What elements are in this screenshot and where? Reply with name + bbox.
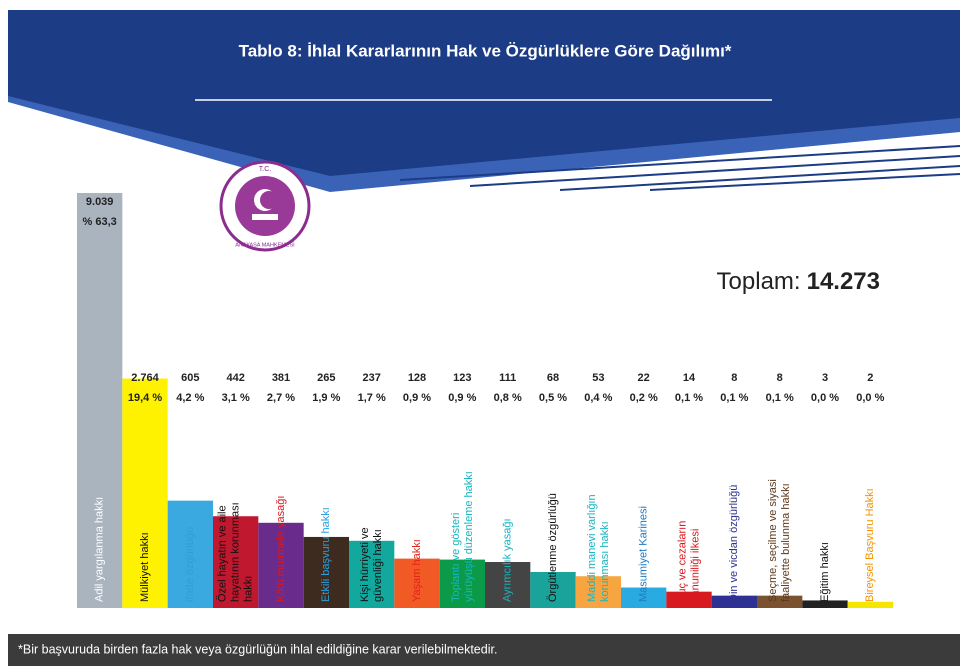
category-label: Kötü muamele yasağı [275,496,287,602]
category-label: Kişi hürriyeti vegüvenliği hakkı [359,527,384,602]
percentage-label: 0,5 % [539,392,567,404]
bar [666,591,712,608]
logo-moon-cut [260,191,278,209]
category-label: Toplantı ve gösteriyürüyüşü düzenleme ha… [450,471,475,602]
value-label: 265 [317,372,335,384]
value-label: 605 [181,372,199,384]
bar [303,536,349,608]
bar [258,522,304,608]
category-label: Eğitim hakkı [819,542,831,602]
logo: T.C. ANAYASA MAHKEMESİ [219,160,311,252]
bar [439,559,485,608]
deco-line [399,145,961,181]
percentage-label: 0,1 % [720,392,748,404]
percentage-label: 0,0 % [856,392,884,404]
total: Toplam: 14.273 [717,268,880,295]
percentage-label: 0,9 % [448,392,476,404]
bar [394,558,440,608]
bars: 9.039 % 63,3 Adil yargılanma hakkı 2.764 19,… [77,193,893,608]
value-label: 53 [592,372,604,384]
percentage-label: 0,4 % [584,392,612,404]
bar [847,601,893,608]
percentage-label: 0,0 % [811,392,839,404]
category-label: Yaşam hakkı [411,539,423,602]
header [8,10,960,176]
category-label: Mülkiyet hakkı [139,532,151,602]
category-label: Bireysel Başvuru Hakkı [864,488,876,602]
percentage-label: 1,9 % [312,392,340,404]
bar [757,595,803,608]
value-label: 3 [822,372,828,384]
bar [711,595,757,608]
value-label: 128 [408,372,426,384]
bar [575,576,621,608]
value-label: 22 [638,372,650,384]
bar [349,540,395,608]
value-label: 123 [453,372,471,384]
percentage-label: 0,9 % [403,392,431,404]
bar [621,587,667,608]
value-label: 14 [683,372,696,384]
category-label: Adil yargılanma hakkı [94,497,106,602]
percentage-label: 0,1 % [766,392,794,404]
percentage-label: 0,8 % [494,392,522,404]
percentage-label: 3,1 % [222,392,250,404]
bar [77,193,123,608]
value-label: 111 [499,372,516,384]
footer [8,634,960,666]
value-label: 381 [272,372,290,384]
percentage-label: 0,1 % [675,392,703,404]
percentage-label: 19,4 % [128,392,162,404]
deco-line [469,155,961,187]
category-label: Maddi manevi varlığınkorunması hakkı [586,494,611,602]
deco-line [649,173,961,191]
value-label: 2 [867,372,873,384]
bar [122,378,168,608]
category-label: Masumiyet Karinesi [638,506,650,602]
bar [802,600,848,608]
percentage-label: 4,2 % [176,392,204,404]
total-label: Toplam: [717,268,801,295]
category-label: Suç ve cezalarınkanuniliği ilkesi [676,521,701,602]
footnote: *Bir başvuruda birden fazla hak veya özg… [18,642,497,656]
category-label: ifade özgürlüğü [184,527,196,602]
category-label: Etkili başvuru hakkı [320,507,332,602]
bar [485,562,531,608]
category-label: Din ve vicdan özgürlüğü [728,485,740,602]
bar [213,516,259,608]
logo-book [252,214,278,220]
logo-bottom: ANAYASA MAHKEMESİ [235,241,295,248]
category-label: Örgütlenme özgürlüğü [547,493,559,602]
value-label: 8 [731,372,737,384]
deco-line [559,165,961,191]
value-label: 2.764 [131,372,159,384]
percentage-label: 2,7 % [267,392,295,404]
value-label: 8 [777,372,783,384]
percentage-label: % 63,3 [83,216,117,228]
bar [167,500,213,608]
percentage-label: 1,7 % [358,392,386,404]
bar [530,572,576,608]
value-label: 237 [362,372,380,384]
category-label: Seçme, seçilme ve siyasifaaliyette bulun… [767,479,792,602]
value-label: 442 [226,372,244,384]
total-value: 14.273 [807,268,880,295]
category-label: Özel hayatın ve ailehayatının korunmasıh… [217,502,255,602]
logo-top: T.C. [259,166,272,173]
category-label: Ayrımcılık yasağı [502,518,514,602]
percentage-label: 0,2 % [630,392,658,404]
chart-title: Tablo 8: İhlal Kararlarının Hak ve Özgür… [239,41,732,60]
value-label: 9.039 [86,196,114,208]
value-label: 68 [547,372,559,384]
